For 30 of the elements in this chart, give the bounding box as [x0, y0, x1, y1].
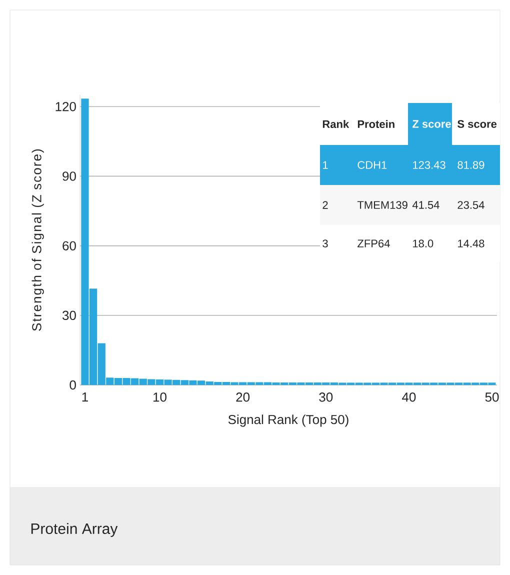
annotation: 18.0	[413, 240, 434, 248]
y-tick-label: 0	[70, 380, 76, 390]
annotation: 41.54	[412, 201, 440, 209]
x-tick-label: 10	[154, 392, 166, 402]
annotation: ZFP64	[358, 240, 390, 248]
annotation: TMEM139	[357, 201, 408, 209]
x-tick-label: 20	[236, 392, 250, 402]
x-tick-label: 30	[319, 392, 333, 402]
annotation: 81.89	[458, 161, 484, 169]
annotation: S score	[458, 120, 497, 128]
annotation: 123.43	[413, 161, 446, 169]
annotation: CDH1	[358, 161, 387, 169]
y-axis-title: Strength of Signal (Z score)	[32, 149, 44, 331]
x-tick-label: 1	[82, 392, 88, 402]
x-tick-label: 50	[485, 392, 499, 402]
x-tick-label: 40	[402, 392, 416, 402]
y-tick-label: 90	[62, 172, 76, 181]
x-axis-title: Signal Rank (Top 50)	[228, 414, 348, 427]
text: Protein Array	[31, 523, 118, 537]
annotation: Protein	[358, 120, 394, 128]
annotation: 1	[323, 161, 328, 169]
annotation: 23.54	[458, 201, 484, 209]
y-tick-label: 120	[56, 102, 76, 112]
annotation: Rank	[322, 120, 350, 128]
annotation: 3	[322, 240, 328, 248]
y-tick-label: 30	[62, 310, 76, 320]
annotation: 2	[322, 201, 328, 209]
annotation: 14.48	[458, 240, 484, 248]
annotation: Z score	[412, 120, 451, 128]
y-tick-label: 60	[62, 241, 76, 250]
